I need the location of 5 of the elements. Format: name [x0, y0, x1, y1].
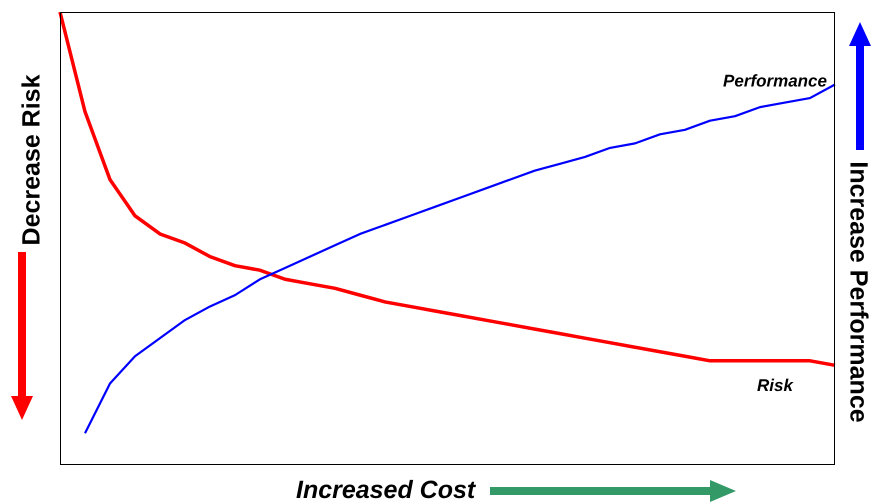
y-axis-title: Decrease Risk [18, 74, 46, 246]
series-label: Risk [757, 376, 794, 395]
series-label: Performance [723, 72, 827, 91]
x-axis-title: Increased Cost [296, 476, 476, 504]
y2-axis-title: Increase Performance [844, 161, 872, 423]
